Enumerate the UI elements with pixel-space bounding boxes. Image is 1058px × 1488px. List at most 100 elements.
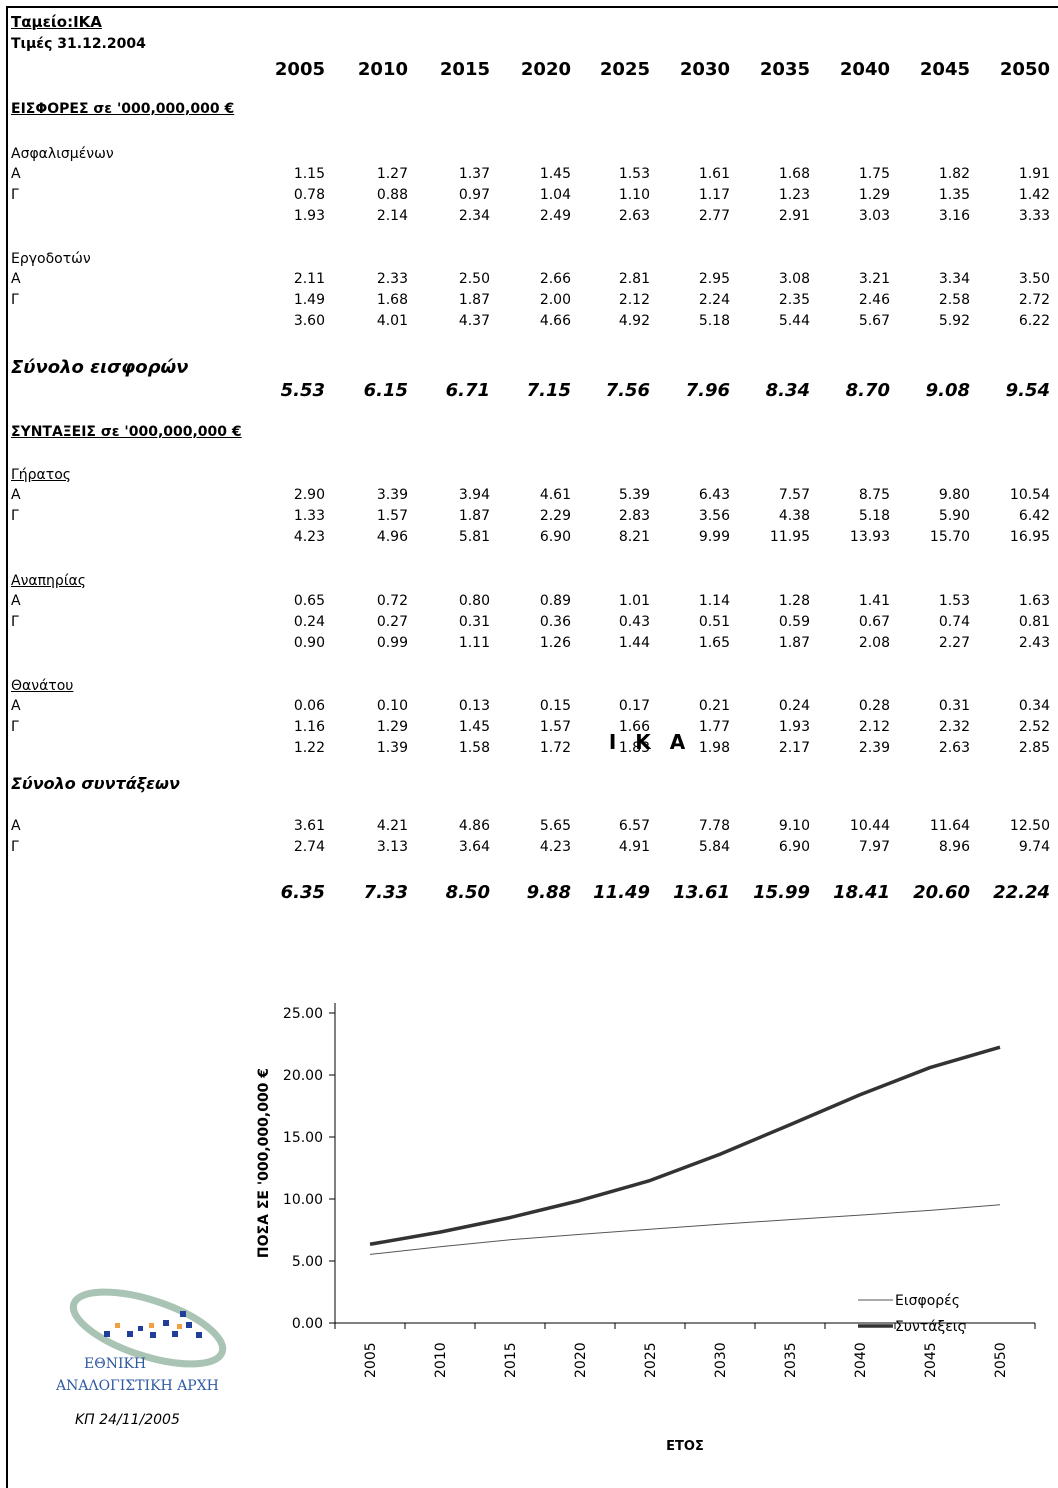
table-cell: 5.81 [458,529,490,545]
table-cell: 3.39 [376,487,408,503]
year-header: 2030 [679,59,730,80]
table-cell: 4.01 [376,313,408,329]
table-cell: 13.93 [849,529,890,545]
table-cell: 1.75 [858,166,890,182]
table-cell: 2.58 [938,292,970,308]
total-pensions-value: 13.61 [673,882,730,903]
table-cell: 4.86 [458,818,490,834]
table-cell: 3.34 [938,271,970,287]
table-cell: 5.18 [698,313,730,329]
table-cell: 2.95 [698,271,730,287]
table-cell: 3.60 [293,313,325,329]
table-cell: 2.85 [1018,740,1050,756]
table-cell: 1.87 [778,635,810,651]
row-label: Γ [11,614,19,630]
series-line-contributions [369,1204,1001,1255]
table-cell: 1.87 [458,292,490,308]
table-cell: 5.44 [778,313,810,329]
table-cell: 0.67 [858,614,890,630]
table-cell: 2.08 [858,635,890,651]
table-cell: 3.33 [1018,208,1050,224]
total-pensions-value: 6.35 [280,882,325,903]
table-cell: 0.15 [539,698,571,714]
x-tick-label: 2010 [433,1342,449,1378]
table-cell: 1.16 [293,719,325,735]
y-axis-label: ΠΟΣΑ ΣΕ '000,000,000 € [256,1068,272,1258]
table-cell: 4.23 [293,529,325,545]
table-cell: 2.46 [858,292,890,308]
table-cell: 2.33 [376,271,408,287]
table-cell: 3.03 [858,208,890,224]
y-tick-label: 20.00 [283,1068,323,1084]
table-cell: 2.90 [293,487,325,503]
table-cell: 0.81 [1018,614,1050,630]
legend-label: Εισφορές [895,1293,960,1309]
table-cell: 1.49 [293,292,325,308]
logo-line2: ΑΝΑΛΟΓΙΣΤΙΚΗ ΑΡΧΗ [56,1378,219,1394]
table-cell: 12.50 [1009,818,1050,834]
table-cell: 3.56 [698,508,730,524]
table-cell: 0.51 [698,614,730,630]
table-cell: 1.35 [938,187,970,203]
table-cell: 1.72 [539,740,571,756]
table-cell: 3.16 [938,208,970,224]
table-cell: 4.38 [778,508,810,524]
total-pensions-label: Σύνολο συντάξεων [11,774,180,793]
table-cell: 2.24 [698,292,730,308]
table-cell: 0.43 [618,614,650,630]
table-cell: 1.01 [618,593,650,609]
table-cell: 1.29 [376,719,408,735]
table-cell: 2.00 [539,292,571,308]
table-cell: 0.99 [376,635,408,651]
table-cell: 1.11 [458,635,490,651]
table-cell: 3.64 [458,839,490,855]
table-cell: 5.90 [938,508,970,524]
table-cell: 3.08 [778,271,810,287]
row-label: Γ [11,292,19,308]
x-tick-label: 2045 [923,1342,939,1378]
table-cell: 7.78 [698,818,730,834]
table-cell: 1.93 [293,208,325,224]
x-tick-label: 2025 [643,1342,659,1378]
table-cell: 0.34 [1018,698,1050,714]
table-cell: 1.27 [376,166,408,182]
x-tick-label: 2040 [853,1342,869,1378]
eaa-logo [69,1288,227,1368]
total-contributions-value: 7.96 [685,380,730,401]
table-cell: 3.50 [1018,271,1050,287]
table-cell: 1.42 [1018,187,1050,203]
table-cell: 1.53 [938,593,970,609]
table-cell: 2.72 [1018,292,1050,308]
table-cell: 8.75 [858,487,890,503]
table-cell: 2.12 [858,719,890,735]
table-cell: 2.17 [778,740,810,756]
table-cell: 1.37 [458,166,490,182]
row-label: Α [11,166,21,182]
year-header: 2025 [599,59,650,80]
table-cell: 0.36 [539,614,571,630]
table-cell: 10.44 [849,818,890,834]
year-header: 2045 [919,59,970,80]
table-cell: 1.14 [698,593,730,609]
table-cell: 3.21 [858,271,890,287]
table-cell: 11.95 [769,529,810,545]
table-cell: 3.61 [293,818,325,834]
x-tick-label: 2035 [783,1342,799,1378]
table-cell: 4.91 [618,839,650,855]
table-cell: 4.92 [618,313,650,329]
table-cell: 1.28 [778,593,810,609]
total-pensions-value: 15.99 [753,882,810,903]
y-tick-label: 0.00 [292,1316,323,1332]
total-contributions-value: 6.71 [445,380,490,401]
table-cell: 1.83 [618,740,650,756]
total-pensions-value: 8.50 [445,882,490,903]
table-cell: 9.74 [1018,839,1050,855]
table-cell: 5.39 [618,487,650,503]
table-cell: 1.39 [376,740,408,756]
group-label-employers: Εργοδοτών [11,251,91,267]
logo-line1: ΕΘΝΙΚΗ [84,1356,147,1372]
chart-title: Ι Κ Α [608,730,692,754]
page-border-left [6,6,8,1488]
table-cell: 2.81 [618,271,650,287]
row-label: Γ [11,839,19,855]
